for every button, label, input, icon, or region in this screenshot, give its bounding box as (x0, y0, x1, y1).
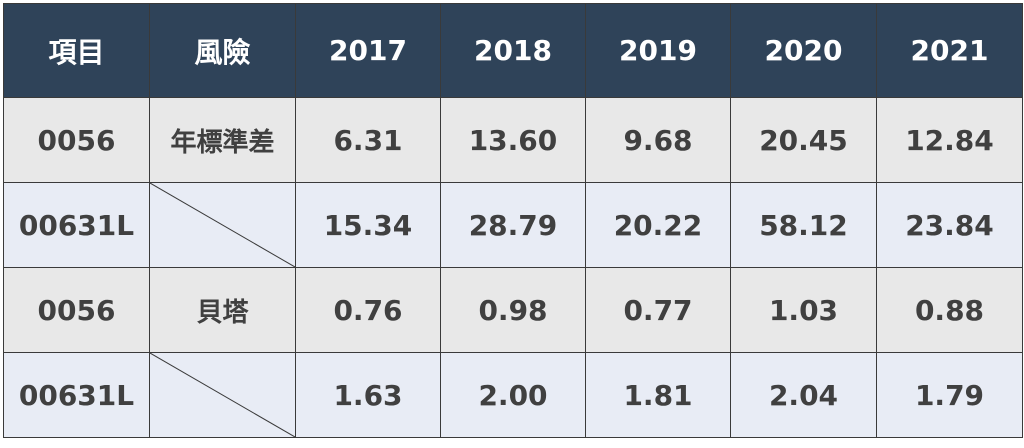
value-cell: 0.76 (295, 267, 441, 353)
value-cell: 12.84 (876, 97, 1023, 183)
value-cell: 1.79 (876, 352, 1023, 438)
header-year-2021: 2021 (876, 3, 1023, 98)
header-year-2019: 2019 (585, 3, 731, 98)
table-row: 0056 年標準差 6.31 13.60 9.68 20.45 12.84 (3, 97, 1023, 183)
diagonal-line (150, 183, 295, 267)
risk-cell: 貝塔 (149, 267, 296, 353)
value-cell: 6.31 (295, 97, 441, 183)
value-cell: 1.63 (295, 352, 441, 438)
header-year-2018: 2018 (440, 3, 586, 98)
value-cell: 1.03 (730, 267, 877, 353)
value-cell: 9.68 (585, 97, 731, 183)
item-cell: 00631L (3, 352, 150, 438)
value-cell: 20.22 (585, 182, 731, 268)
value-cell: 13.60 (440, 97, 586, 183)
diagonal-empty-cell (149, 352, 296, 438)
table-row: 0056 貝塔 0.76 0.98 0.77 1.03 0.88 (3, 267, 1023, 353)
value-cell: 2.04 (730, 352, 877, 438)
risk-cell: 年標準差 (149, 97, 296, 183)
value-cell: 28.79 (440, 182, 586, 268)
header-item: 項目 (3, 3, 150, 98)
diagonal-line (150, 353, 295, 437)
item-cell: 0056 (3, 267, 150, 353)
value-cell: 58.12 (730, 182, 877, 268)
item-cell: 0056 (3, 97, 150, 183)
header-row: 項目 風險 2017 2018 2019 2020 2021 (3, 3, 1023, 98)
item-cell: 00631L (3, 182, 150, 268)
value-cell: 2.00 (440, 352, 586, 438)
diagonal-empty-cell (149, 182, 296, 268)
header-year-2020: 2020 (730, 3, 877, 98)
risk-table: 項目 風險 2017 2018 2019 2020 2021 0056 年標準差… (3, 3, 1023, 438)
table-row: 00631L 15.34 28.79 20.22 58.12 23.84 (3, 182, 1023, 268)
value-cell: 1.81 (585, 352, 731, 438)
value-cell: 0.88 (876, 267, 1023, 353)
value-cell: 0.77 (585, 267, 731, 353)
table-row: 00631L 1.63 2.00 1.81 2.04 1.79 (3, 352, 1023, 438)
header-year-2017: 2017 (295, 3, 441, 98)
value-cell: 23.84 (876, 182, 1023, 268)
value-cell: 0.98 (440, 267, 586, 353)
value-cell: 15.34 (295, 182, 441, 268)
value-cell: 20.45 (730, 97, 877, 183)
header-risk: 風險 (149, 3, 296, 98)
